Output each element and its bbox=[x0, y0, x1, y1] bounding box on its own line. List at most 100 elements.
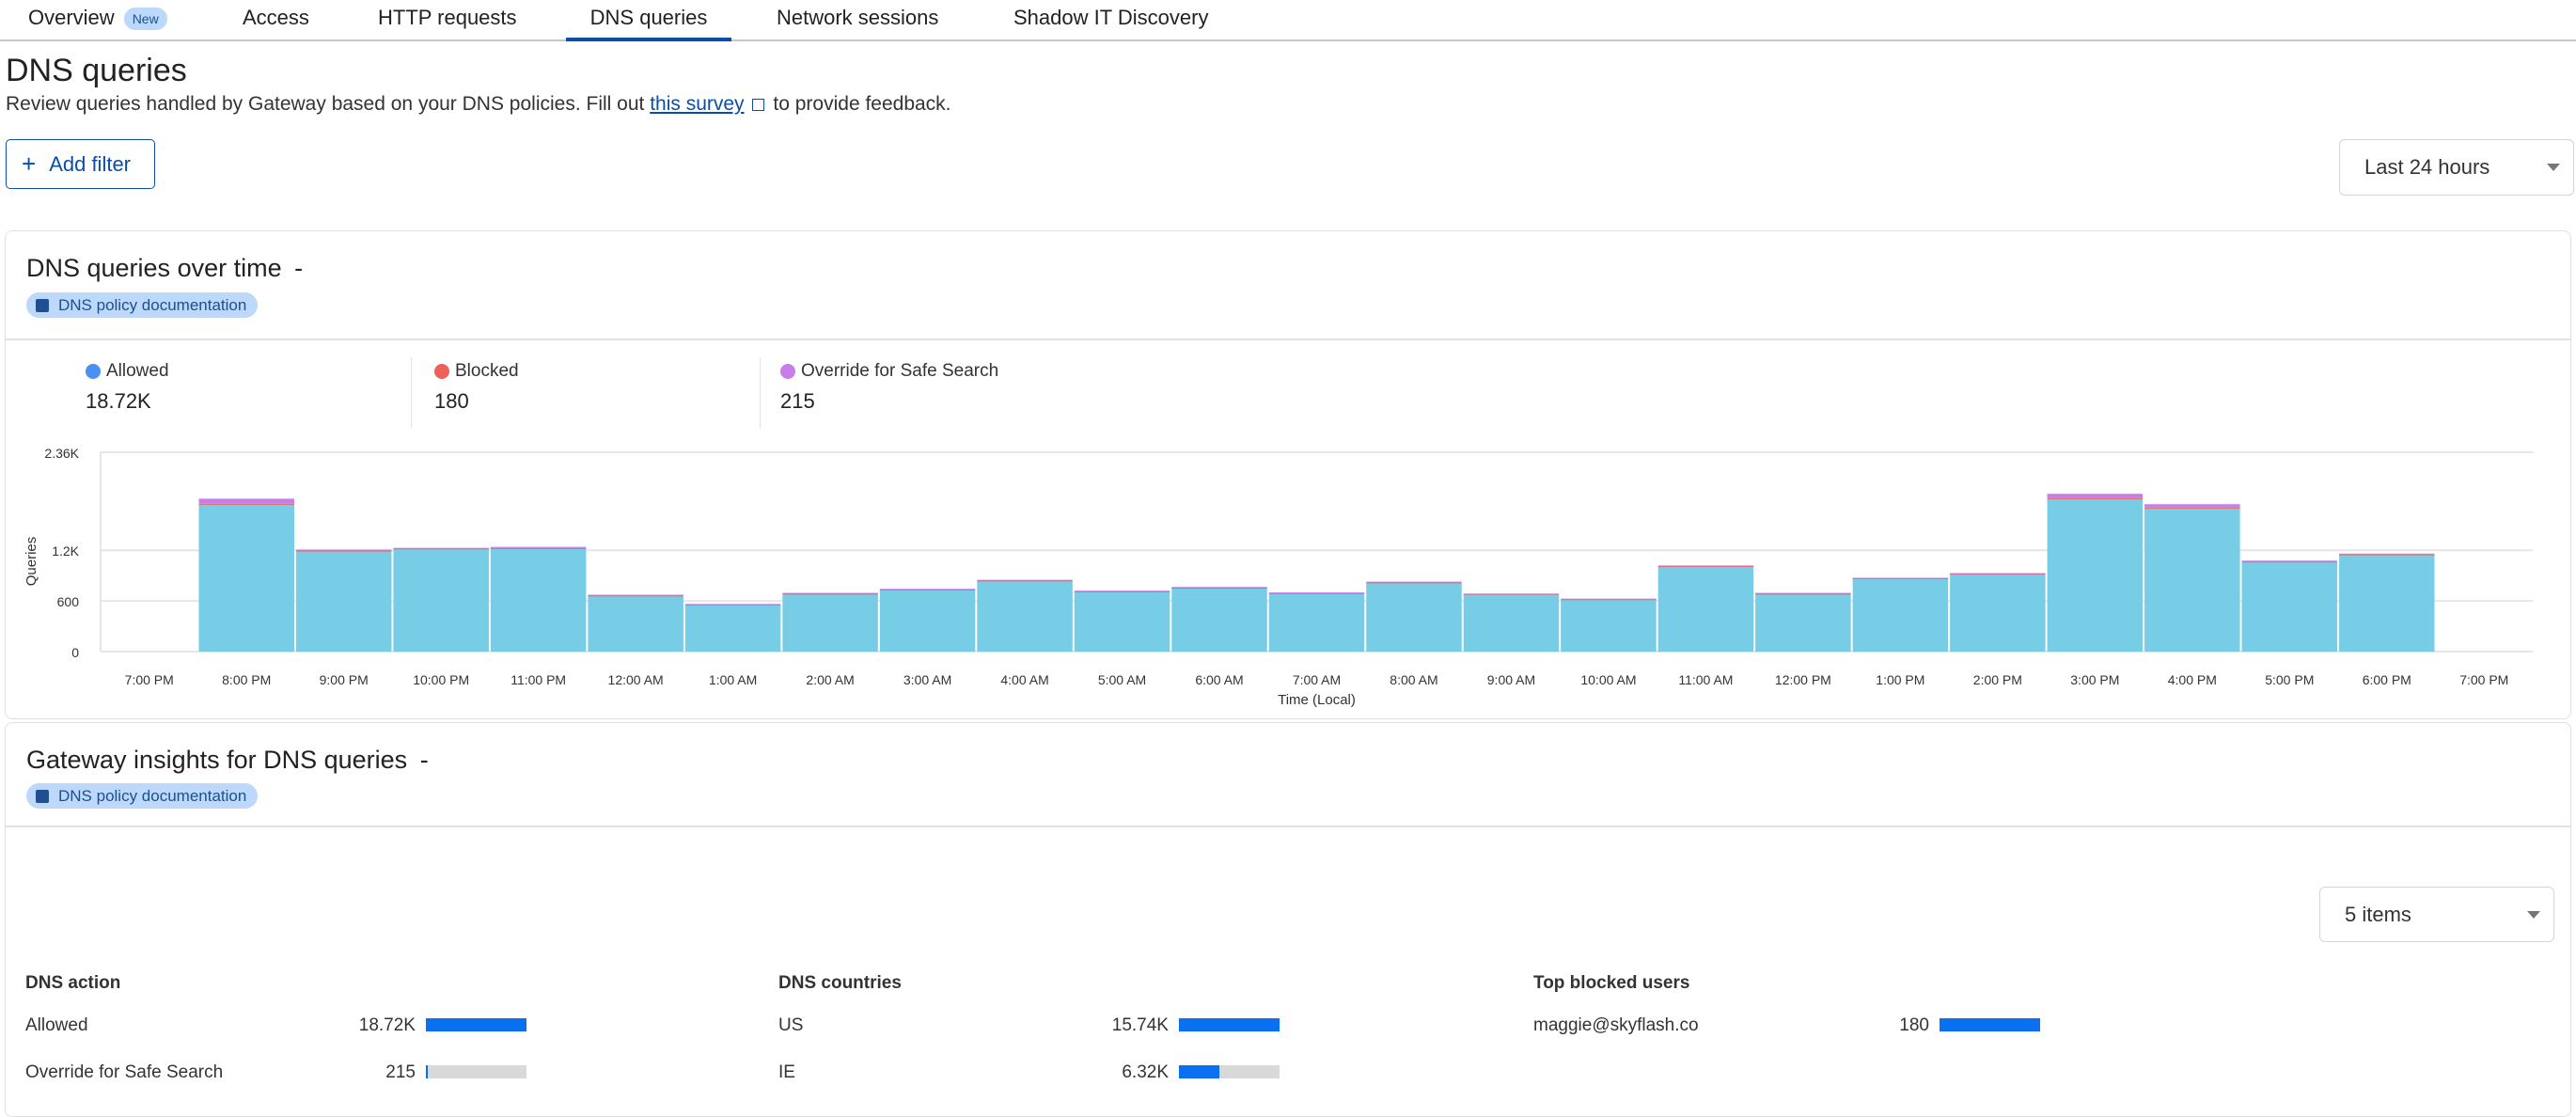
legend-label: Blocked bbox=[455, 361, 519, 381]
tab-dns-queries[interactable]: DNS queries bbox=[566, 6, 731, 41]
time-range-value: Last 24 hours bbox=[2364, 155, 2490, 179]
bar-allowed bbox=[588, 595, 683, 652]
card-title: Gateway insights for DNS queries - bbox=[26, 746, 429, 775]
x-tick-label: 9:00 AM bbox=[1487, 672, 1535, 687]
insights-row-bar-fill bbox=[1179, 1018, 1280, 1031]
add-filter-label: Add filter bbox=[49, 151, 132, 176]
bar-override-for-safe-search bbox=[490, 546, 587, 548]
legend-allowed[interactable]: Allowed 18.72K bbox=[86, 361, 169, 414]
x-tick-label: 8:00 AM bbox=[1390, 672, 1437, 687]
chevron-down-icon bbox=[2527, 910, 2540, 919]
gateway-insights-card: Gateway insights for DNS queries - DNS p… bbox=[5, 722, 2571, 1117]
collapse-toggle[interactable]: - bbox=[419, 746, 429, 774]
survey-link[interactable]: this survey bbox=[650, 93, 745, 115]
bar-allowed bbox=[1074, 591, 1170, 652]
bar-override-for-safe-search bbox=[1755, 592, 1851, 594]
bar-allowed bbox=[879, 590, 976, 652]
bar-allowed bbox=[2241, 561, 2338, 652]
collapse-toggle[interactable]: - bbox=[294, 254, 304, 282]
x-tick-label: 11:00 AM bbox=[1678, 672, 1733, 687]
x-tick-label: 4:00 PM bbox=[2168, 672, 2217, 687]
x-tick-label: 10:00 AM bbox=[1580, 672, 1636, 687]
bar-override-for-safe-search bbox=[1463, 593, 1560, 595]
bar-blocked bbox=[198, 503, 294, 505]
bar-override-for-safe-search bbox=[393, 547, 489, 549]
y-tick-label: 600 bbox=[57, 594, 80, 609]
bar-override-for-safe-search bbox=[1171, 587, 1267, 589]
time-range-select[interactable]: Last 24 hours bbox=[2339, 139, 2574, 196]
bar-blocked bbox=[977, 580, 1073, 582]
x-tick-label: 11:00 PM bbox=[510, 672, 566, 687]
items-count-value: 5 items bbox=[2345, 902, 2411, 926]
bar-allowed bbox=[1366, 583, 1462, 652]
insights-row-label[interactable]: US bbox=[778, 1015, 804, 1035]
bar-override-for-safe-search bbox=[1561, 598, 1657, 600]
allowed-dot-icon bbox=[86, 364, 101, 379]
x-tick-label: 5:00 PM bbox=[2265, 672, 2314, 687]
tab-shadow-it-discovery[interactable]: Shadow IT Discovery bbox=[1013, 6, 1209, 29]
insights-row-label[interactable]: Allowed bbox=[25, 1015, 88, 1035]
bar-blocked bbox=[2144, 507, 2240, 509]
dns-policy-doc-link[interactable]: DNS policy documentation bbox=[26, 783, 259, 809]
tab-access[interactable]: Access bbox=[243, 6, 309, 29]
x-tick-label: 12:00 AM bbox=[608, 672, 664, 687]
doc-link-label: DNS policy documentation bbox=[58, 786, 247, 805]
x-tick-label: 5:00 AM bbox=[1098, 672, 1146, 687]
insights-row-value: 180 bbox=[1899, 1015, 1929, 1035]
insights-row-label[interactable]: maggie@skyflash.co bbox=[1533, 1015, 1699, 1035]
insights-column-heading: DNS countries bbox=[778, 973, 902, 993]
bar-override-for-safe-search bbox=[1268, 592, 1365, 594]
add-filter-button[interactable]: + Add filter bbox=[6, 139, 155, 189]
insights-row-label[interactable]: Override for Safe Search bbox=[25, 1062, 224, 1082]
bar-allowed bbox=[977, 581, 1073, 652]
insights-row-value: 18.72K bbox=[358, 1015, 416, 1035]
description-text: to provide feedback. bbox=[767, 93, 951, 115]
x-tick-label: 7:00 PM bbox=[125, 672, 174, 687]
legend-blocked[interactable]: Blocked 180 bbox=[434, 361, 519, 414]
insights-row-value: 15.74K bbox=[1111, 1015, 1169, 1035]
x-tick-label: 2:00 PM bbox=[1973, 672, 2022, 687]
chevron-down-icon bbox=[2547, 164, 2560, 171]
tab-bar: Overview New Access HTTP requests DNS que… bbox=[0, 0, 2576, 41]
y-axis-label: Queries bbox=[24, 537, 39, 587]
plus-icon: + bbox=[22, 149, 37, 178]
y-tick-label: 2.36K bbox=[44, 446, 79, 461]
bar-allowed bbox=[782, 594, 878, 652]
tab-overview[interactable]: Overview New bbox=[28, 6, 167, 31]
bar-blocked bbox=[1852, 578, 1949, 580]
bar-allowed bbox=[1171, 588, 1267, 652]
card-title: DNS queries over time - bbox=[26, 254, 303, 283]
x-tick-label: 6:00 PM bbox=[2363, 672, 2411, 687]
bar-allowed bbox=[1950, 574, 2046, 652]
insights-row-label[interactable]: IE bbox=[778, 1062, 795, 1082]
divider bbox=[6, 338, 2570, 340]
bar-override-for-safe-search bbox=[2144, 504, 2240, 508]
divider bbox=[411, 357, 412, 429]
bar-blocked bbox=[490, 547, 587, 549]
bar-allowed bbox=[684, 605, 781, 652]
divider bbox=[760, 357, 761, 429]
tab-http-requests[interactable]: HTTP requests bbox=[378, 6, 517, 29]
dns-policy-doc-link[interactable]: DNS policy documentation bbox=[26, 292, 259, 318]
bar-override-for-safe-search bbox=[2339, 553, 2435, 555]
legend-override[interactable]: Override for Safe Search 215 bbox=[780, 361, 998, 414]
insights-row-bar bbox=[426, 1065, 526, 1078]
bar-override-for-safe-search bbox=[1366, 581, 1462, 583]
legend-value: 180 bbox=[434, 389, 469, 413]
bar-blocked bbox=[782, 593, 878, 595]
y-tick-label: 1.2K bbox=[52, 543, 79, 558]
bar-allowed bbox=[490, 548, 587, 652]
items-count-select[interactable]: 5 items bbox=[2319, 887, 2554, 942]
x-tick-label: 2:00 AM bbox=[806, 672, 854, 687]
bar-allowed bbox=[1755, 594, 1851, 652]
y-tick-label: 0 bbox=[71, 645, 79, 660]
insights-row-bar bbox=[1179, 1018, 1280, 1031]
bar-allowed bbox=[1852, 578, 1949, 652]
page-description: Review queries handled by Gateway based … bbox=[6, 93, 951, 116]
bar-blocked bbox=[393, 548, 489, 550]
tab-network-sessions[interactable]: Network sessions bbox=[777, 6, 939, 29]
insights-row-bar-fill bbox=[426, 1065, 428, 1078]
bar-override-for-safe-search bbox=[1657, 565, 1754, 567]
insights-column-heading: DNS action bbox=[25, 973, 121, 993]
x-tick-label: 3:00 AM bbox=[903, 672, 951, 687]
